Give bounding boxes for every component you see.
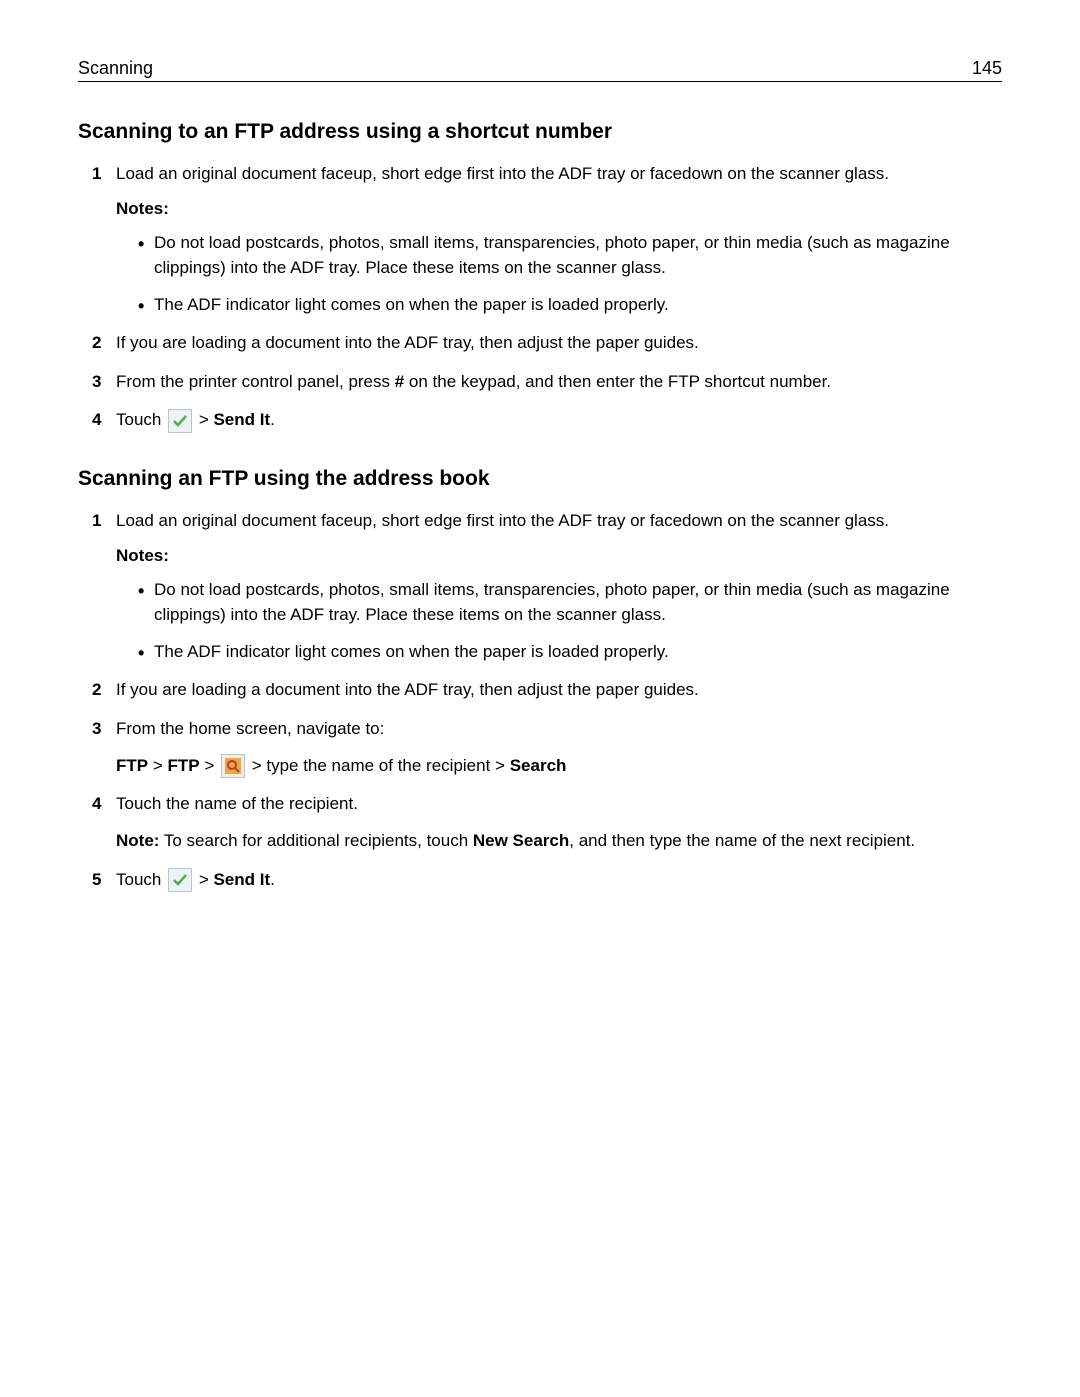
section1-step4: 4 Touch > Send It. [92,408,1002,433]
section2-step3: 3 From the home screen, navigate to: FTP… [92,717,1002,778]
note-prefix: Note: [116,831,159,850]
section2-step2: 2 If you are loading a document into the… [92,678,1002,703]
header-section-title: Scanning [78,58,153,79]
section2-step1: 1 Load an original document faceup, shor… [92,509,1002,664]
nav-gt2: > [200,756,219,775]
section1-steps: 1 Load an original document faceup, shor… [78,162,1002,433]
step-number: 3 [92,370,101,395]
notes-label: Notes: [116,197,1002,222]
section2-steps: 1 Load an original document faceup, shor… [78,509,1002,892]
new-search-label: New Search [473,831,569,850]
section2-step5: 5 Touch > Send It. [92,868,1002,893]
step-number: 5 [92,868,101,893]
step-text-gt: > [194,410,213,429]
step-dot: . [270,870,275,889]
section1-step2: 2 If you are loading a document into the… [92,331,1002,356]
section1-heading: Scanning to an FTP address using a short… [78,120,1002,144]
note-bullet: Do not load postcards, photos, small ite… [138,231,1002,280]
step-number: 2 [92,331,101,356]
step-text-a: Touch [116,410,166,429]
note-text-c: , and then type the name of the next rec… [569,831,915,850]
section2-step4: 4 Touch the name of the recipient. Note:… [92,792,1002,853]
step-number: 4 [92,408,101,433]
hash-key: # [395,372,404,391]
checkmark-icon [168,868,192,892]
section1-notes-bullets: Do not load postcards, photos, small ite… [116,231,1002,317]
step-text: If you are loading a document into the A… [116,680,699,699]
nav-mid: > type the name of the recipient > [247,756,510,775]
step-text-a: Touch [116,870,166,889]
step-text: Touch the name of the recipient. [116,794,358,813]
note-bullet: Do not load postcards, photos, small ite… [138,578,1002,627]
step-text: From the home screen, navigate to: [116,719,384,738]
step-text-b: on the keypad, and then enter the FTP sh… [404,372,831,391]
document-page: Scanning 145 Scanning to an FTP address … [0,0,1080,892]
step-number: 1 [92,162,101,187]
step-text: Load an original document faceup, short … [116,511,889,530]
section1-step1: 1 Load an original document faceup, shor… [92,162,1002,317]
nav-ftp1: FTP [116,756,148,775]
step-number: 3 [92,717,101,742]
step-text-gt: > [194,870,213,889]
send-it-label: Send It [213,870,270,889]
step-dot: . [270,410,275,429]
nav-path: FTP > FTP > > type the name of the recip… [116,754,1002,779]
nav-search-label: Search [510,756,567,775]
checkmark-icon [168,409,192,433]
section1-step3: 3 From the printer control panel, press … [92,370,1002,395]
section2-heading: Scanning an FTP using the address book [78,467,1002,491]
nav-gt1: > [148,756,167,775]
notes-label: Notes: [116,544,1002,569]
search-icon [221,754,245,778]
note-bullet: The ADF indicator light comes on when th… [138,293,1002,318]
nav-ftp2: FTP [167,756,199,775]
page-header: Scanning 145 [78,58,1002,82]
note-text-b: To search for additional recipients, tou… [159,831,472,850]
step4-note: Note: To search for additional recipient… [116,829,1002,854]
step-number: 4 [92,792,101,817]
section2-notes-bullets: Do not load postcards, photos, small ite… [116,578,1002,664]
step-text: If you are loading a document into the A… [116,333,699,352]
step-text: Load an original document faceup, short … [116,164,889,183]
step-number: 1 [92,509,101,534]
step-text-a: From the printer control panel, press [116,372,395,391]
note-bullet: The ADF indicator light comes on when th… [138,640,1002,665]
header-page-number: 145 [972,58,1002,79]
step-number: 2 [92,678,101,703]
send-it-label: Send It [213,410,270,429]
